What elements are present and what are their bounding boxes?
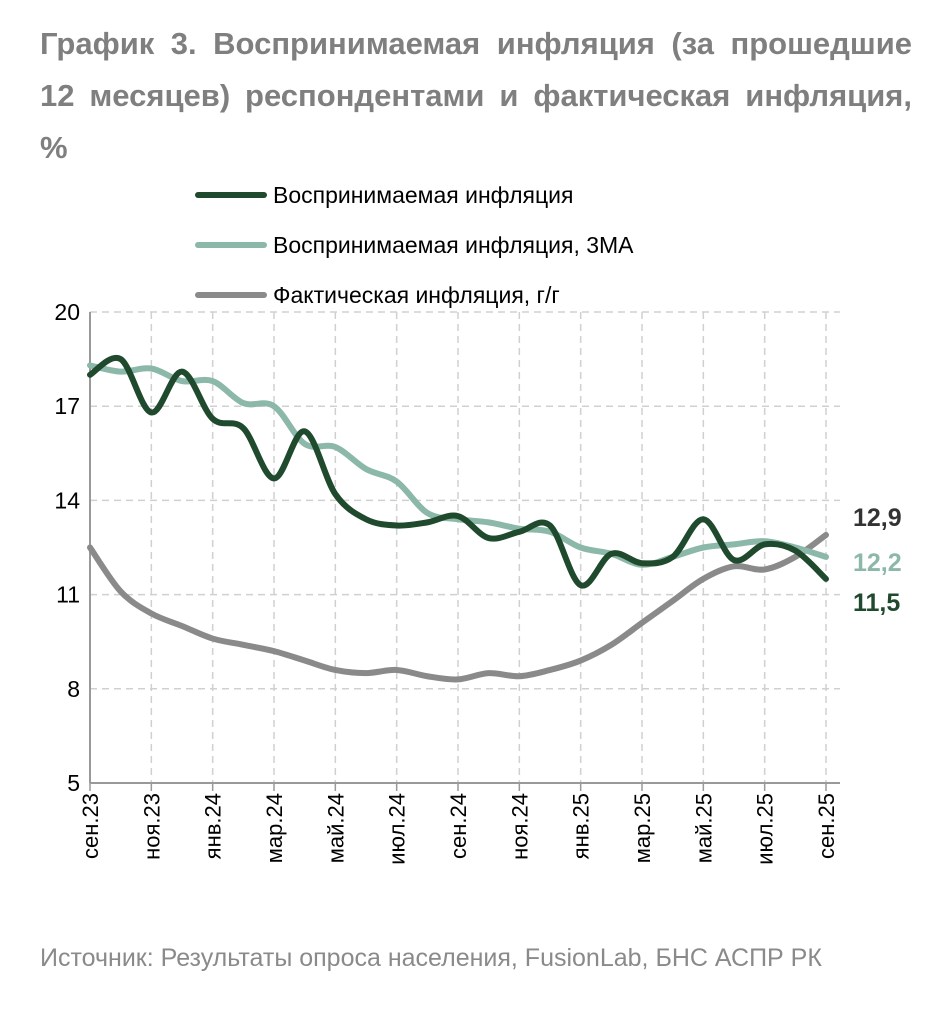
x-tick-label: ноя.23 xyxy=(139,793,164,860)
series-actual-line xyxy=(87,531,829,683)
source-note: Источник: Результаты опроса населения, F… xyxy=(40,944,822,972)
legend-swatch xyxy=(195,242,267,248)
y-tick-label: 20 xyxy=(54,299,80,325)
y-tick-label: 8 xyxy=(67,676,80,702)
x-tick-label: мар.25 xyxy=(630,793,655,863)
y-tick-label: 11 xyxy=(56,582,80,608)
series-perceived-line xyxy=(87,354,829,589)
legend-item-perceived-3ma: Воспринимаемая инфляция, 3МА xyxy=(195,220,634,270)
end-value-label: 12,2 xyxy=(853,549,902,577)
y-tick-label: 17 xyxy=(54,393,80,419)
legend-label: Фактическая инфляция, г/г xyxy=(273,281,560,308)
x-tick-label: сен.24 xyxy=(446,793,471,859)
x-tick-label: янв.25 xyxy=(569,793,594,859)
legend-swatch xyxy=(195,192,267,198)
legend-swatch xyxy=(195,292,267,298)
y-tick-label: 5 xyxy=(67,770,80,796)
y-tick-label: 14 xyxy=(54,487,80,513)
x-tick-label: мар.24 xyxy=(262,793,287,863)
legend-item-perceived: Воспринимаемая инфляция xyxy=(195,170,634,220)
end-value-label: 12,9 xyxy=(853,504,902,532)
legend-label: Воспринимаемая инфляция, 3МА xyxy=(273,231,634,258)
end-value-label: 11,5 xyxy=(853,589,900,617)
chart-title: График 3. Воспринимаемая инфляция (за пр… xyxy=(40,26,912,165)
x-tick-label: сен.25 xyxy=(814,793,839,859)
x-tick-label: июл.24 xyxy=(385,793,410,865)
x-tick-label: май.24 xyxy=(323,793,348,863)
x-tick-label: ноя.24 xyxy=(507,793,532,860)
x-tick-label: июл.25 xyxy=(753,793,778,865)
x-tick-label: сен.23 xyxy=(78,793,103,859)
legend-label: Воспринимаемая инфляция xyxy=(273,181,574,208)
legend: Воспринимаемая инфляция Воспринимаемая и… xyxy=(195,170,634,320)
x-tick-label: май.25 xyxy=(691,793,716,863)
x-tick-label: янв.24 xyxy=(201,793,226,859)
legend-item-actual: Фактическая инфляция, г/г xyxy=(195,270,634,320)
